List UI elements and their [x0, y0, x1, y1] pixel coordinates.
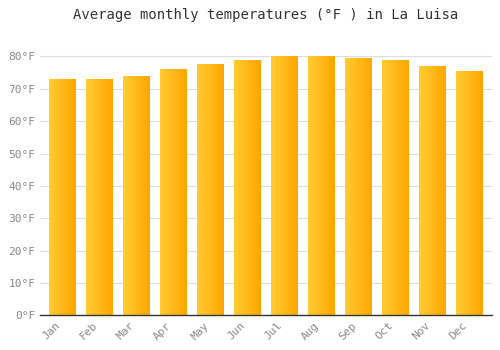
Title: Average monthly temperatures (°F ) in La Luisa: Average monthly temperatures (°F ) in La…: [74, 8, 458, 22]
